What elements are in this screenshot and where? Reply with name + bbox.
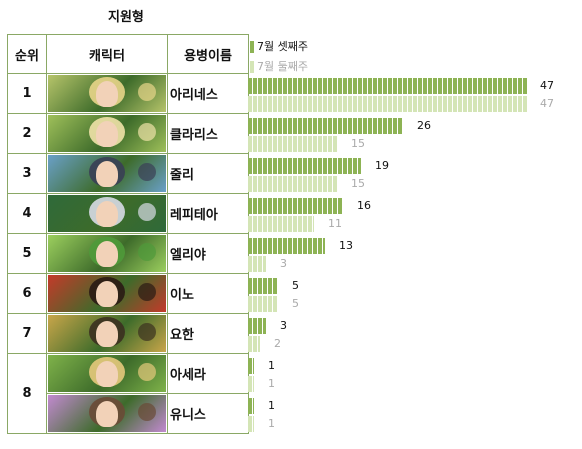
character-portrait (48, 115, 166, 152)
character-portrait (48, 355, 166, 392)
character-cell (46, 113, 168, 154)
character-column-header: 캐릭터 (46, 34, 168, 74)
legend-previous-swatch (250, 61, 254, 73)
value-label-current: 3 (280, 319, 287, 332)
value-label-previous: 5 (292, 297, 299, 310)
table-row: 4 레피테아 (7, 193, 249, 234)
value-label-current: 13 (339, 239, 353, 252)
rank-cell: 3 (7, 153, 47, 194)
bar-previous (248, 376, 254, 392)
legend-current-label: 7월 셋째주 (257, 40, 308, 53)
legend-previous-label: 7월 둘째주 (257, 60, 308, 73)
character-cell (46, 153, 168, 194)
value-label-previous: 15 (351, 177, 365, 190)
character-cell (46, 393, 168, 434)
table-row: 8 아세라 (7, 353, 249, 434)
character-portrait (48, 155, 166, 192)
name-column-header: 용병이름 (167, 34, 249, 74)
rank-cell: 8 (7, 353, 47, 434)
character-portrait (48, 275, 166, 312)
mercenary-name-cell: 아세라 (167, 353, 249, 394)
mercenary-name-cell: 요한 (167, 313, 249, 354)
legend-current-swatch (250, 41, 254, 53)
table-row: 7 요한 (7, 313, 249, 354)
bar-previous (248, 296, 278, 312)
bar-previous (248, 136, 337, 152)
character-cell (46, 73, 168, 114)
ranking-table: 순위 캐릭터 용병이름 1 아리네스 2 클라리스 3 줄리 4 레피테아 5 엘리야 6 이노 7 요한… (7, 34, 249, 434)
rank-cell: 5 (7, 233, 47, 274)
table-header-row: 순위 캐릭터 용병이름 (7, 34, 249, 74)
bar-previous (248, 96, 528, 112)
character-cell (46, 233, 168, 274)
bar-current (248, 358, 254, 374)
bar-current (248, 78, 528, 94)
legend-previous: 7월 둘째주 (250, 58, 308, 74)
value-label-current: 5 (292, 279, 299, 292)
vote-bar-chart: 7월 셋째주 7월 둘째주 47 47 26 15 19 15 16 11 13 3 5 5 3 2 1 1 1… (248, 34, 580, 438)
value-label-previous: 1 (268, 417, 275, 430)
legend-current: 7월 셋째주 (250, 38, 308, 54)
bar-current (248, 318, 266, 334)
mercenary-name-cell: 클라리스 (167, 113, 249, 154)
character-portrait (48, 235, 166, 272)
value-label-previous: 1 (268, 377, 275, 390)
value-label-current: 1 (268, 359, 275, 372)
rank-cell: 1 (7, 73, 47, 114)
character-cell (46, 353, 168, 394)
bar-current (248, 158, 361, 174)
bar-current (248, 118, 403, 134)
value-label-previous: 47 (540, 97, 554, 110)
table-row: 1 아리네스 (7, 73, 249, 114)
bar-previous (248, 256, 266, 272)
bar-previous (248, 336, 260, 352)
value-label-current: 26 (417, 119, 431, 132)
rank-column-header: 순위 (7, 34, 47, 74)
bar-previous (248, 216, 314, 232)
table-row: 유니스 (8, 393, 249, 434)
character-cell (46, 313, 168, 354)
mercenary-name-cell: 이노 (167, 273, 249, 314)
mercenary-name-cell: 줄리 (167, 153, 249, 194)
bar-current (248, 398, 254, 414)
character-portrait (48, 75, 166, 112)
bar-current (248, 238, 325, 254)
character-portrait (48, 195, 166, 232)
character-cell (46, 193, 168, 234)
table-title: 지원형 (108, 10, 144, 25)
bar-previous (248, 176, 337, 192)
mercenary-name-cell: 엘리야 (167, 233, 249, 274)
rank-cell: 2 (7, 113, 47, 154)
mercenary-name-cell: 아리네스 (167, 73, 249, 114)
value-label-current: 47 (540, 79, 554, 92)
bar-current (248, 198, 343, 214)
rank-cell: 7 (7, 313, 47, 354)
bar-current (248, 278, 278, 294)
table-row: 6 이노 (7, 273, 249, 314)
value-label-current: 19 (375, 159, 389, 172)
character-portrait (48, 395, 166, 432)
mercenary-name-cell: 레피테아 (167, 193, 249, 234)
rank-cell: 4 (7, 193, 47, 234)
value-label-previous: 3 (280, 257, 287, 270)
character-portrait (48, 315, 166, 352)
value-label-previous: 15 (351, 137, 365, 150)
mercenary-name-cell: 유니스 (167, 393, 249, 434)
value-label-current: 1 (268, 399, 275, 412)
table-body: 1 아리네스 2 클라리스 3 줄리 4 레피테아 5 엘리야 6 이노 7 요한 8 아세라 유니스 (7, 73, 249, 434)
character-cell (46, 273, 168, 314)
table-row: 2 클라리스 (7, 113, 249, 154)
value-label-previous: 11 (328, 217, 342, 230)
value-label-current: 16 (357, 199, 371, 212)
rank-cell: 6 (7, 273, 47, 314)
bar-previous (248, 416, 254, 432)
value-label-previous: 2 (274, 337, 281, 350)
table-row: 3 줄리 (7, 153, 249, 194)
table-row: 5 엘리야 (7, 233, 249, 274)
